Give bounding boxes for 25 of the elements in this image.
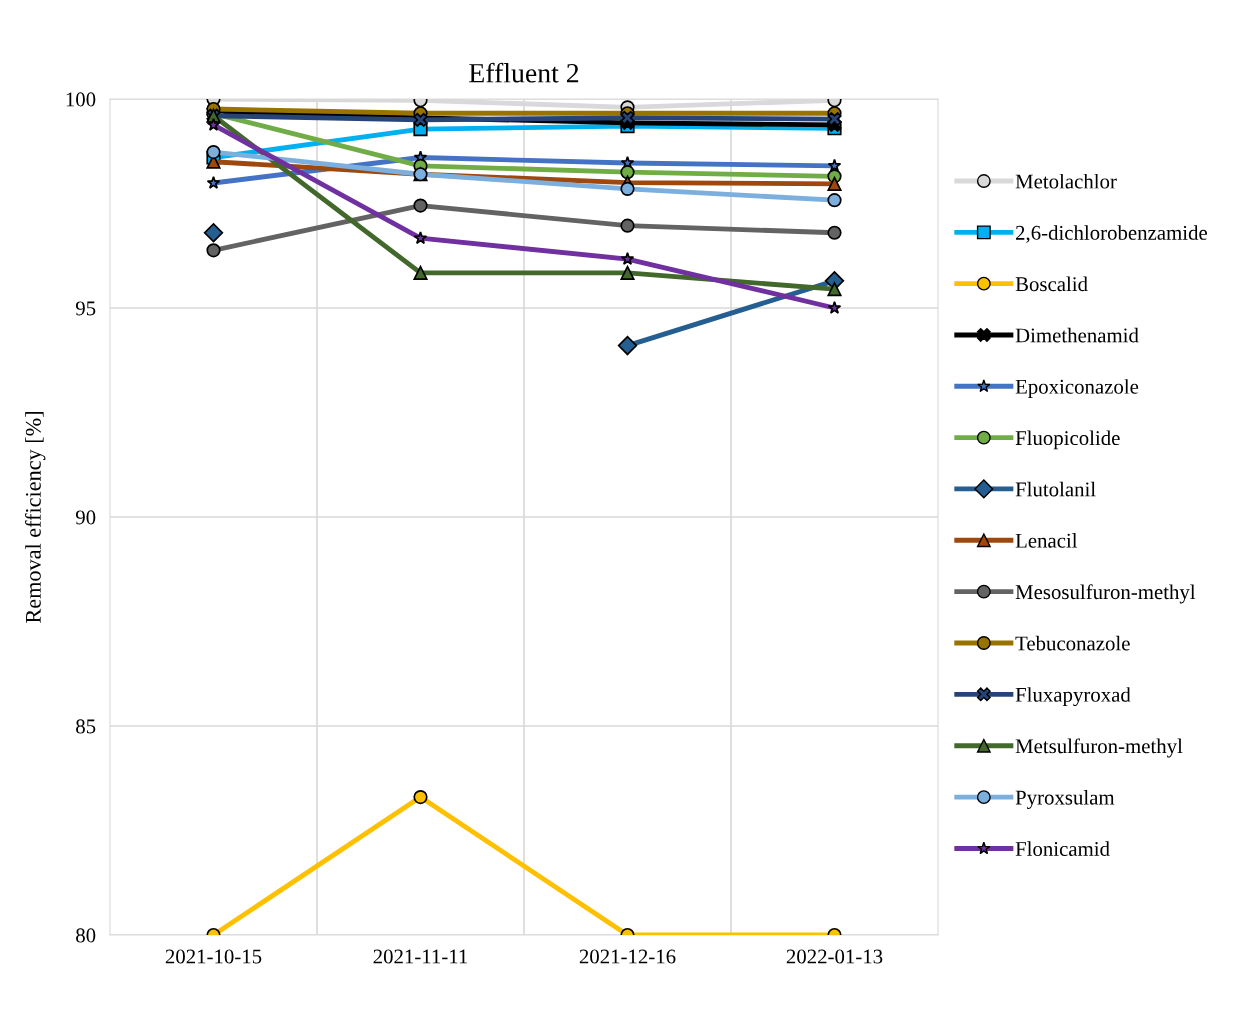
legend-label: Metolachlor bbox=[1015, 173, 1117, 189]
legend-label: Epoxiconazole bbox=[1015, 379, 1139, 399]
x-tick-label: 2021-11-11 bbox=[373, 949, 468, 964]
legend-label: Tebuconazole bbox=[1015, 635, 1130, 651]
y-axis-title: Removal efficiency [%] bbox=[24, 412, 46, 623]
legend-label: Flonicamid bbox=[1015, 841, 1110, 857]
legend-label: Fluopicolide bbox=[1015, 430, 1120, 450]
legend-label: Fluxapyroxad bbox=[1015, 687, 1131, 707]
x-tick-label: 2021-10-15 bbox=[165, 949, 262, 964]
y-tick-label: 80 bbox=[76, 928, 96, 943]
legend-label: Flutolanil bbox=[1015, 481, 1096, 497]
legend-label: 2,6-dichlorobenzamide bbox=[1016, 225, 1207, 243]
legend-label: Pyroxsulam bbox=[1015, 789, 1115, 809]
y-tick-label: 90 bbox=[75, 510, 96, 525]
legend-label: Lenacil bbox=[1015, 533, 1078, 548]
y-tick-label: 100 bbox=[66, 92, 96, 107]
legend-label: Metsulfuron-methyl bbox=[1015, 738, 1183, 758]
x-tick-label: 2022-01-13 bbox=[786, 949, 883, 964]
chart-title: Effluent 2 bbox=[469, 62, 579, 83]
y-tick-label: 85 bbox=[76, 719, 96, 734]
legend-label: Mesosulfuron-methyl bbox=[1015, 584, 1196, 604]
x-tick-label: 2021-12-16 bbox=[579, 949, 676, 964]
y-tick-label: 95 bbox=[75, 301, 96, 316]
legend-label: Boscalid bbox=[1015, 276, 1088, 292]
legend-label: Dimethenamid bbox=[1015, 327, 1139, 343]
